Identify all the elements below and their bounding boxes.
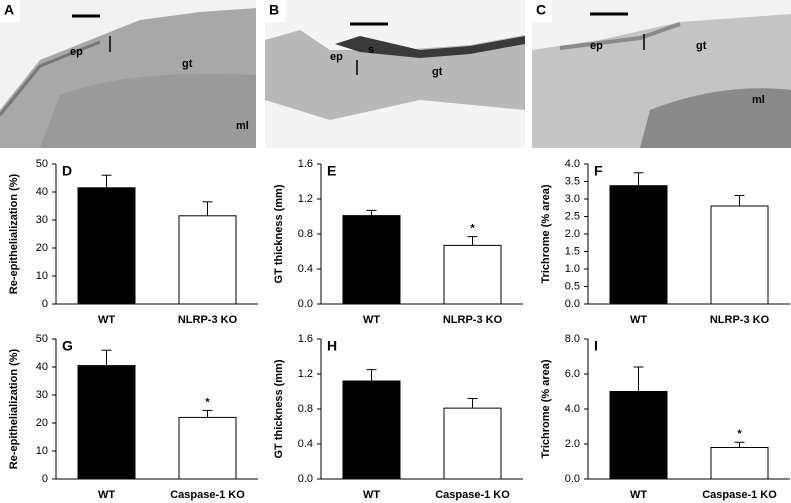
- annotation: ep: [70, 46, 83, 58]
- y-tick-label: 1.5: [565, 245, 580, 257]
- x-tick-label: NLRP-3 KO: [443, 314, 503, 326]
- epithelium: [0, 40, 101, 116]
- x-tick-label: WT: [363, 489, 380, 501]
- y-tick-label: 1.2: [298, 193, 313, 205]
- annotation: s: [368, 44, 374, 56]
- y-axis-label: GT thickness (mm): [273, 359, 285, 458]
- panel-label: C: [536, 2, 546, 18]
- y-tick-label: 0: [42, 298, 48, 310]
- bar: [342, 215, 401, 305]
- bar: [77, 365, 136, 480]
- x-tick-label: NLRP-3 KO: [178, 314, 238, 326]
- y-tick-label: 6.0: [565, 368, 580, 380]
- x-tick-label: WT: [98, 489, 115, 501]
- y-tick-label: 2.0: [565, 438, 580, 450]
- y-tick-label: 0.0: [298, 473, 313, 485]
- y-tick-label: 40: [36, 186, 48, 198]
- bar: [609, 391, 668, 480]
- y-tick-label: 8.0: [565, 333, 580, 345]
- y-axis-label: Trichrome (% area): [540, 184, 552, 283]
- bar: [178, 416, 237, 480]
- annotation: ml: [236, 120, 249, 132]
- bar: [710, 447, 769, 480]
- x-tick-label: WT: [630, 489, 647, 501]
- y-tick-label: 40: [36, 361, 48, 373]
- y-tick-label: 30: [36, 389, 48, 401]
- annotation: gt: [182, 58, 193, 70]
- micrograph: C ep gt ml: [532, 0, 791, 148]
- y-tick-label: 50: [36, 333, 48, 345]
- y-tick-label: 3.5: [565, 175, 580, 187]
- y-tick-label: 4.0: [565, 403, 580, 415]
- y-tick-label: 50: [36, 158, 48, 170]
- y-tick-label: 0.8: [298, 403, 313, 415]
- label-box: [0, 0, 20, 22]
- tissue: [40, 73, 256, 148]
- x-tick-label: NLRP-3 KO: [710, 314, 770, 326]
- bar: [443, 407, 502, 480]
- x-tick-label: WT: [98, 314, 115, 326]
- bar: [342, 380, 401, 480]
- label-box: [265, 0, 285, 22]
- y-tick-label: 10: [36, 445, 48, 457]
- x-tick-label: Caspase-1 KO: [435, 489, 510, 501]
- y-tick-label: 1.2: [298, 368, 313, 380]
- annotation: gt: [696, 40, 707, 52]
- panel-label: I: [594, 338, 598, 354]
- micrograph: A ep gt ml: [0, 0, 256, 148]
- bar: [77, 187, 136, 305]
- significance: *: [205, 396, 210, 408]
- bar: [178, 215, 237, 305]
- y-tick-label: 20: [36, 242, 48, 254]
- bar: [609, 185, 668, 305]
- bar: [443, 244, 502, 305]
- panel-label: H: [327, 338, 337, 354]
- panel-label: D: [62, 163, 72, 179]
- significance: *: [470, 223, 475, 235]
- label-box: [532, 0, 552, 22]
- panel-label: B: [269, 2, 279, 18]
- y-tick-label: 0: [42, 473, 48, 485]
- x-tick-label: WT: [630, 314, 647, 326]
- y-tick-label: 0.4: [298, 263, 313, 275]
- significance: *: [737, 428, 742, 440]
- x-tick-label: Caspase-1 KO: [170, 489, 245, 501]
- y-axis-label: Trichrome (% area): [540, 359, 552, 458]
- x-tick-label: Caspase-1 KO: [702, 489, 777, 501]
- y-axis-label: GT thickness (mm): [273, 184, 285, 283]
- annotation: ep: [330, 51, 343, 63]
- y-tick-label: 30: [36, 214, 48, 226]
- y-tick-label: 10: [36, 270, 48, 282]
- y-tick-label: 0.0: [298, 298, 313, 310]
- panel-label: E: [327, 163, 336, 179]
- muscle: [640, 88, 791, 148]
- y-tick-label: 1.0: [565, 263, 580, 275]
- y-tick-label: 4.0: [565, 158, 580, 170]
- scab: [335, 36, 525, 58]
- panel-label: G: [62, 338, 73, 354]
- panel-label: A: [4, 2, 14, 18]
- annotation: gt: [432, 66, 443, 78]
- y-tick-label: 3.0: [565, 193, 580, 205]
- y-tick-label: 2.5: [565, 210, 580, 222]
- annotation: ml: [752, 94, 765, 106]
- y-tick-label: 1.6: [298, 158, 313, 170]
- y-tick-label: 1.6: [298, 333, 313, 345]
- y-tick-label: 0.5: [565, 280, 580, 292]
- y-axis-label: Re-epithelialization (%): [8, 348, 20, 469]
- micrograph: B ep s gt: [265, 0, 525, 148]
- epithelium: [559, 22, 681, 50]
- y-axis-label: Re-epithelialization (%): [8, 173, 20, 294]
- y-tick-label: 0.8: [298, 228, 313, 240]
- x-tick-label: WT: [363, 314, 380, 326]
- annotation: ep: [590, 40, 603, 52]
- y-tick-label: 0.0: [565, 473, 580, 485]
- y-tick-label: 0.4: [298, 438, 313, 450]
- y-tick-label: 0.0: [565, 298, 580, 310]
- panel-label: F: [594, 163, 603, 179]
- bar: [710, 205, 769, 305]
- y-tick-label: 2.0: [565, 228, 580, 240]
- y-tick-label: 20: [36, 417, 48, 429]
